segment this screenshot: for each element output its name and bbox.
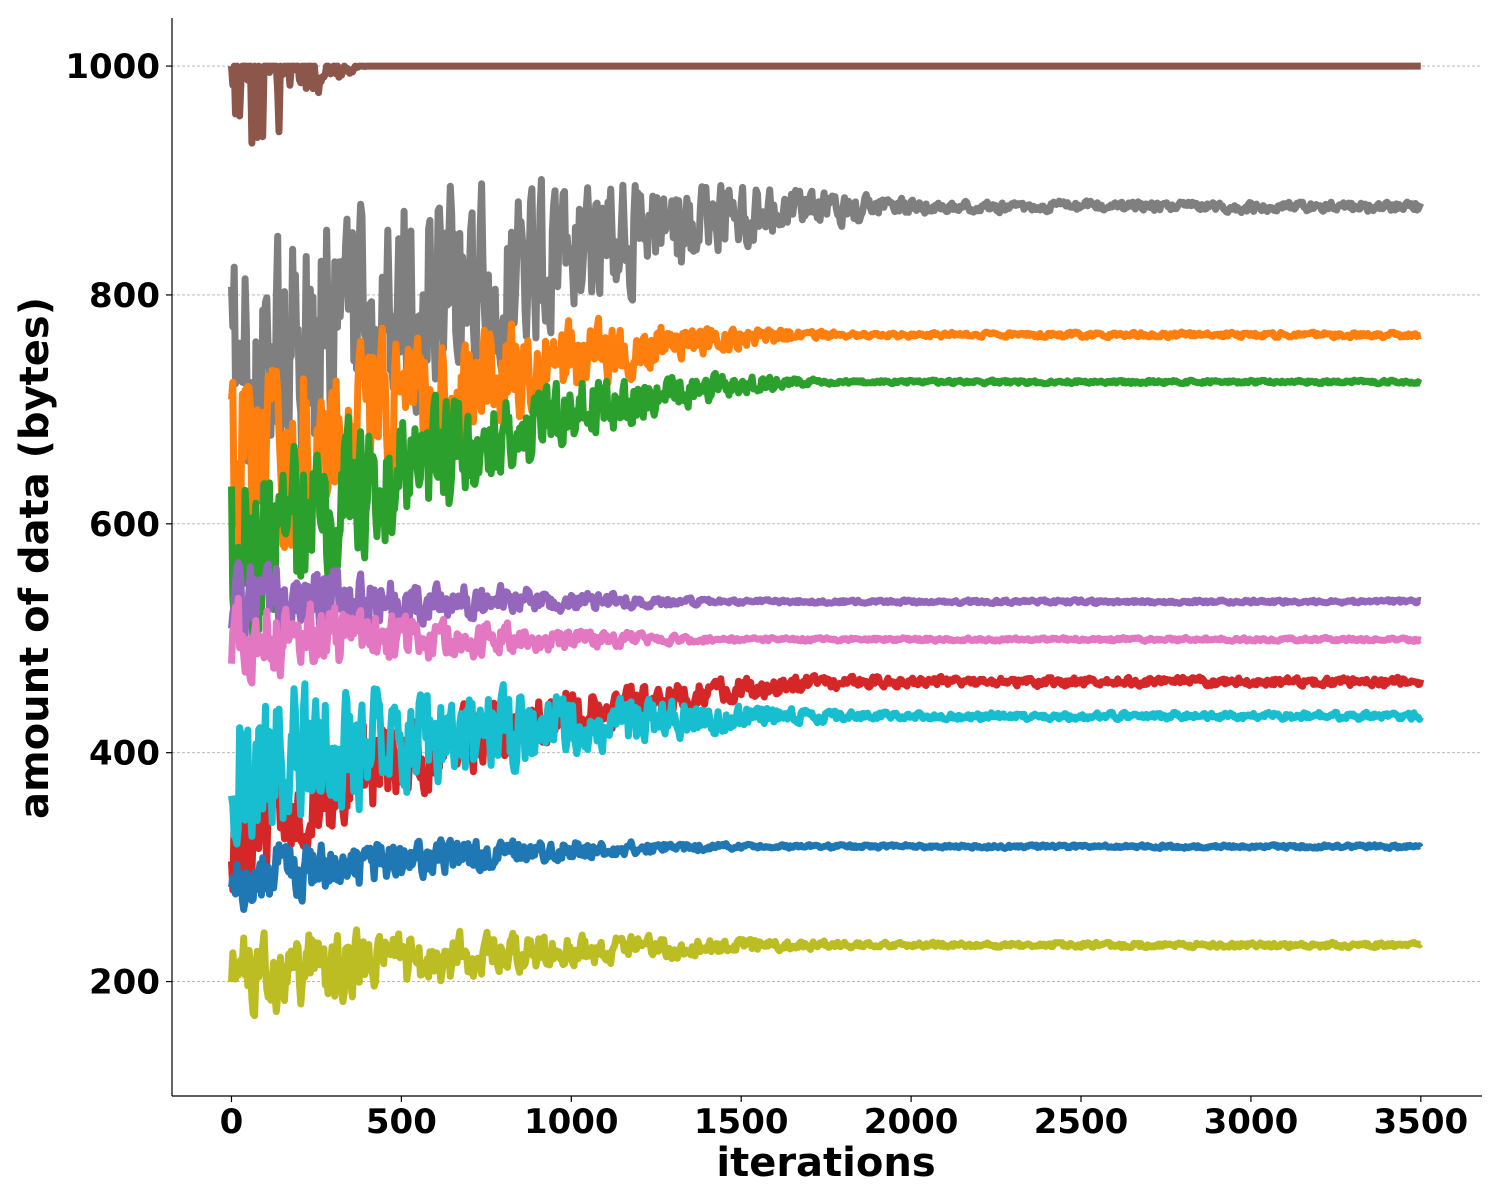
y-axis-title: amount of data (bytes)	[12, 297, 58, 819]
y-tick-label-400: 400	[89, 734, 160, 774]
y-tick-label-800: 800	[89, 276, 160, 316]
series-line-1	[228, 62, 1423, 147]
x-tick-label-500: 500	[366, 1102, 437, 1142]
x-tick-label-1500: 1500	[694, 1102, 789, 1142]
x-tick-label-3000: 3000	[1204, 1102, 1299, 1142]
y-tick-label-1000: 1000	[65, 47, 160, 87]
x-tick-label-2000: 2000	[864, 1102, 959, 1142]
series-lines	[228, 62, 1425, 1020]
x-tick-label-3500: 3500	[1374, 1102, 1469, 1142]
x-tick-label-0: 0	[220, 1102, 244, 1142]
series-line-10	[228, 926, 1423, 1020]
x-axis-title: iterations	[716, 1140, 935, 1186]
y-tick-label-200: 200	[89, 963, 160, 1003]
series-line-9	[228, 836, 1424, 913]
tick-labels: 200 400 600 800 1000 0 500 1000 1500 2000 2500 3000…	[65, 47, 1468, 1142]
y-tick-label-600: 600	[89, 505, 160, 545]
x-tick-label-2500: 2500	[1034, 1102, 1129, 1142]
series-line-5	[228, 559, 1423, 642]
x-tick-label-1000: 1000	[524, 1102, 619, 1142]
series-line-2	[228, 176, 1425, 511]
series-line-8	[228, 680, 1424, 848]
axes	[166, 18, 1482, 1102]
series-line-6	[228, 594, 1423, 687]
series-line-3	[228, 314, 1423, 562]
series-line-4	[228, 369, 1423, 648]
